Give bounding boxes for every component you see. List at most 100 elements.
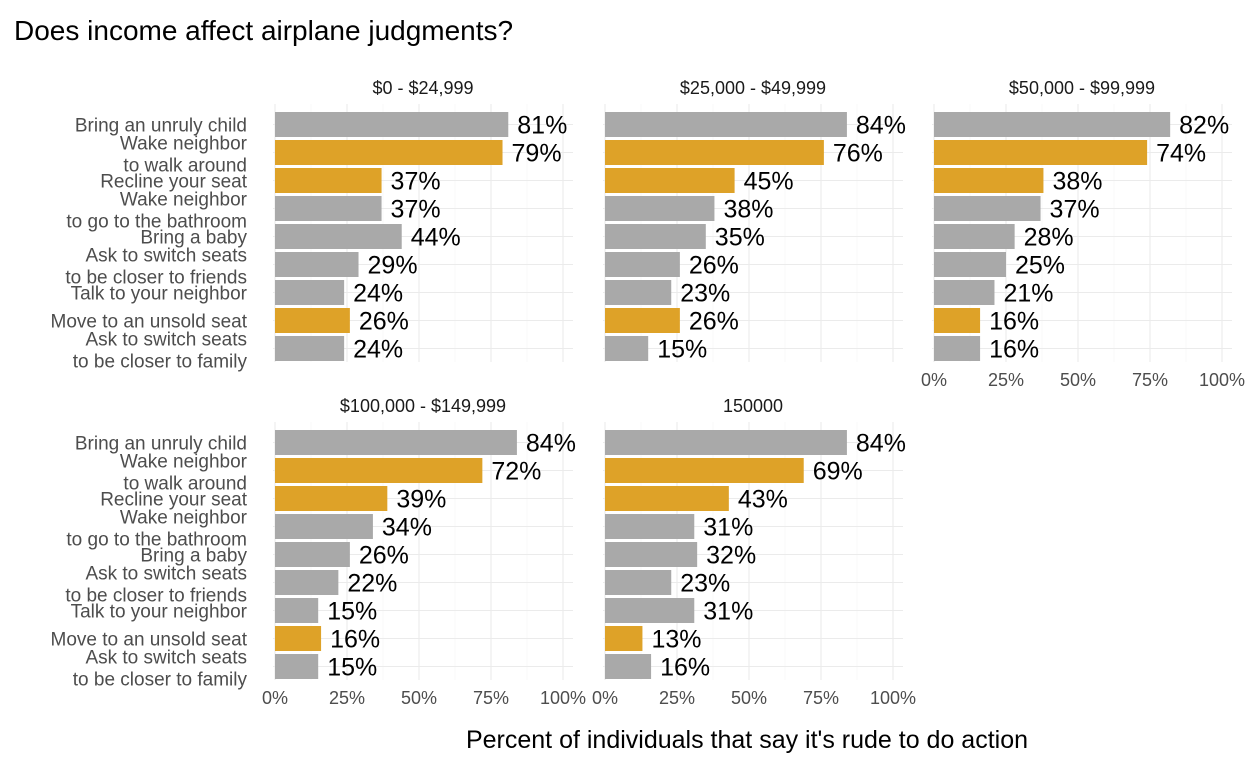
bar-value-label: 15% [327, 654, 377, 682]
bar [605, 336, 649, 361]
bar-value-label: 31% [703, 598, 753, 626]
bar [605, 430, 847, 455]
bar [275, 140, 503, 165]
category-label: Ask to switch seats to be closer to famil… [73, 648, 248, 691]
category-label: Talk to your neighbor [71, 284, 248, 305]
facet-title: 150000 [723, 396, 783, 416]
bar [605, 280, 672, 305]
category-label: Move to an unsold seat [51, 312, 248, 333]
category-label-line: to walk around [123, 156, 247, 177]
bar [275, 280, 345, 305]
bar-value-label: 16% [989, 308, 1039, 336]
bar [605, 570, 672, 595]
bar-value-label: 81% [517, 112, 567, 140]
category-label: Wake neighbor to walk around [120, 452, 248, 495]
bar-value-label: 34% [382, 514, 432, 542]
facet-title: $50,000 - $99,999 [1009, 78, 1155, 98]
category-label-line: Wake neighbor [120, 134, 248, 155]
bar [934, 336, 981, 361]
bar-value-label: 79% [512, 140, 562, 168]
bar-value-label: 26% [359, 308, 409, 336]
x-tick-label: 100% [540, 688, 586, 708]
x-axis-label: Percent of individuals that say it's rud… [466, 726, 1028, 754]
x-tick-label: 25% [988, 370, 1024, 390]
facet-panel: $0 - $24,99981%79%37%37%44%29%24%26%24%B… [51, 78, 573, 373]
category-label-line: to go to the bathroom [66, 212, 247, 233]
bar [275, 252, 359, 277]
bar [934, 140, 1148, 165]
category-label: Ask to switch seats to be closer to frien… [65, 564, 247, 607]
x-tick-label: 0% [592, 688, 618, 708]
bar-value-label: 16% [330, 626, 380, 654]
bar-value-label: 84% [856, 430, 906, 458]
bar-value-label: 16% [660, 654, 710, 682]
category-label-line: to be closer to friends [65, 268, 247, 289]
category-label: Ask to switch seats to be closer to frien… [65, 246, 247, 289]
bar-value-label: 23% [680, 280, 730, 308]
category-label-line: Ask to switch seats [85, 564, 247, 585]
category-label: Ask to switch seats to be closer to famil… [73, 330, 248, 373]
bar-value-label: 38% [1052, 168, 1102, 196]
bar-value-label: 35% [715, 224, 765, 252]
bar [934, 112, 1171, 137]
x-tick-label: 100% [1199, 370, 1245, 390]
bar-value-label: 26% [359, 542, 409, 570]
bar [275, 168, 382, 193]
bar [605, 542, 698, 567]
facet-panel: $100,000 - $149,99984%72%39%34%26%22%15%… [51, 396, 586, 708]
bar [605, 168, 735, 193]
bar [275, 626, 322, 651]
bar [605, 458, 804, 483]
bar [605, 140, 824, 165]
category-label-line: Wake neighbor [120, 452, 248, 473]
bar [605, 626, 643, 651]
category-label: Bring a baby [140, 546, 247, 567]
bar-value-label: 39% [396, 486, 446, 514]
category-label: Bring an unruly child [75, 434, 247, 455]
facet-panel: $25,000 - $49,99984%76%45%38%35%26%23%26… [603, 78, 906, 364]
facet-panel: $50,000 - $99,99982%74%38%37%28%25%21%16… [921, 78, 1245, 390]
bar [934, 224, 1015, 249]
bar-value-label: 43% [738, 486, 788, 514]
bar-value-label: 22% [347, 570, 397, 598]
bar-value-label: 72% [491, 458, 541, 486]
bar-value-label: 23% [680, 570, 730, 598]
category-label-line: Ask to switch seats [85, 246, 247, 267]
bar-value-label: 69% [813, 458, 863, 486]
category-label-line: Wake neighbor [120, 508, 248, 529]
category-label-line: to be closer to family [73, 670, 248, 691]
bar [605, 514, 695, 539]
x-tick-label: 100% [870, 688, 916, 708]
x-tick-label: 50% [401, 688, 437, 708]
category-label: Wake neighbor to go to the bathroom [66, 508, 247, 551]
category-label-line: to be closer to friends [65, 586, 247, 607]
bar-value-label: 84% [856, 112, 906, 140]
bar [275, 458, 483, 483]
x-tick-label: 0% [921, 370, 947, 390]
bar-value-label: 44% [411, 224, 461, 252]
facet-title: $0 - $24,999 [372, 78, 473, 98]
bar [605, 196, 715, 221]
facet-title: $25,000 - $49,999 [680, 78, 826, 98]
bar [605, 486, 729, 511]
bar [934, 168, 1044, 193]
bar-value-label: 37% [1050, 196, 1100, 224]
bar [605, 654, 652, 679]
bar-value-label: 15% [327, 598, 377, 626]
bar-value-label: 82% [1179, 112, 1229, 140]
category-label-line: Ask to switch seats [85, 648, 247, 669]
x-tick-label: 25% [329, 688, 365, 708]
bar [605, 112, 847, 137]
bar [934, 280, 995, 305]
bar [275, 430, 517, 455]
bar [275, 308, 350, 333]
bar [605, 308, 680, 333]
bar-value-label: 32% [706, 542, 756, 570]
bar [605, 598, 695, 623]
bar-value-label: 26% [689, 308, 739, 336]
bar-value-label: 26% [689, 252, 739, 280]
bar-value-label: 24% [353, 336, 403, 364]
x-tick-label: 75% [473, 688, 509, 708]
bar-value-label: 76% [833, 140, 883, 168]
